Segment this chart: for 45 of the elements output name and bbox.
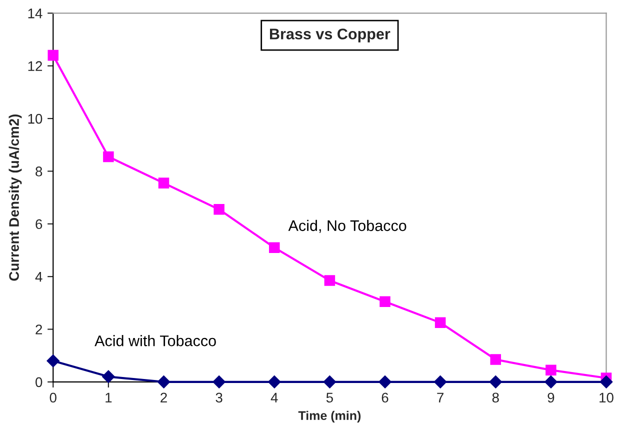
x-tick-label: 10 [600, 392, 614, 403]
point [268, 376, 281, 388]
x-axis-title: Time (min) [298, 410, 361, 422]
point [490, 354, 502, 365]
y-tick-label: 0 [36, 377, 42, 388]
y-tick-label: 10 [28, 114, 42, 124]
point [46, 354, 60, 368]
x-tick-label: 7 [437, 392, 444, 402]
point [434, 317, 446, 328]
point [157, 376, 170, 388]
x-tick-label: 9 [548, 392, 554, 403]
series-label: Acid, No Tobacco [288, 220, 406, 233]
point [48, 50, 59, 61]
point [212, 376, 226, 388]
series-label: Acid with Tobacco [94, 335, 216, 346]
x-tick-label: 3 [216, 392, 222, 403]
point [103, 151, 114, 162]
x-tick-label: 6 [382, 392, 388, 403]
point [323, 376, 336, 388]
point [434, 376, 447, 388]
y-tick-label: 2 [36, 324, 42, 334]
point [324, 275, 336, 286]
y-tick-label: 12 [28, 61, 42, 71]
point [380, 296, 390, 307]
x-tick-label: 5 [326, 392, 333, 403]
x-tick-label: 2 [160, 392, 167, 402]
point [214, 204, 224, 215]
point [102, 370, 115, 384]
x-tick-label: 0 [50, 392, 56, 403]
point [600, 376, 613, 388]
point [546, 364, 556, 376]
point [378, 376, 392, 388]
point [544, 376, 558, 388]
y-tick-label: 4 [35, 272, 42, 282]
y-tick-label: 8 [36, 166, 42, 176]
text: Brass vs Copper [270, 28, 390, 42]
y-tick-label: 14 [28, 8, 42, 18]
x-tick-label: 8 [492, 392, 499, 403]
y-tick-label: 6 [36, 219, 42, 230]
point [158, 178, 170, 188]
y-axis-title: Current Density (uA/cm2) [8, 114, 22, 281]
point [489, 376, 502, 388]
point [268, 242, 280, 253]
x-tick-label: 4 [270, 392, 278, 402]
x-tick-label: 1 [106, 392, 112, 402]
